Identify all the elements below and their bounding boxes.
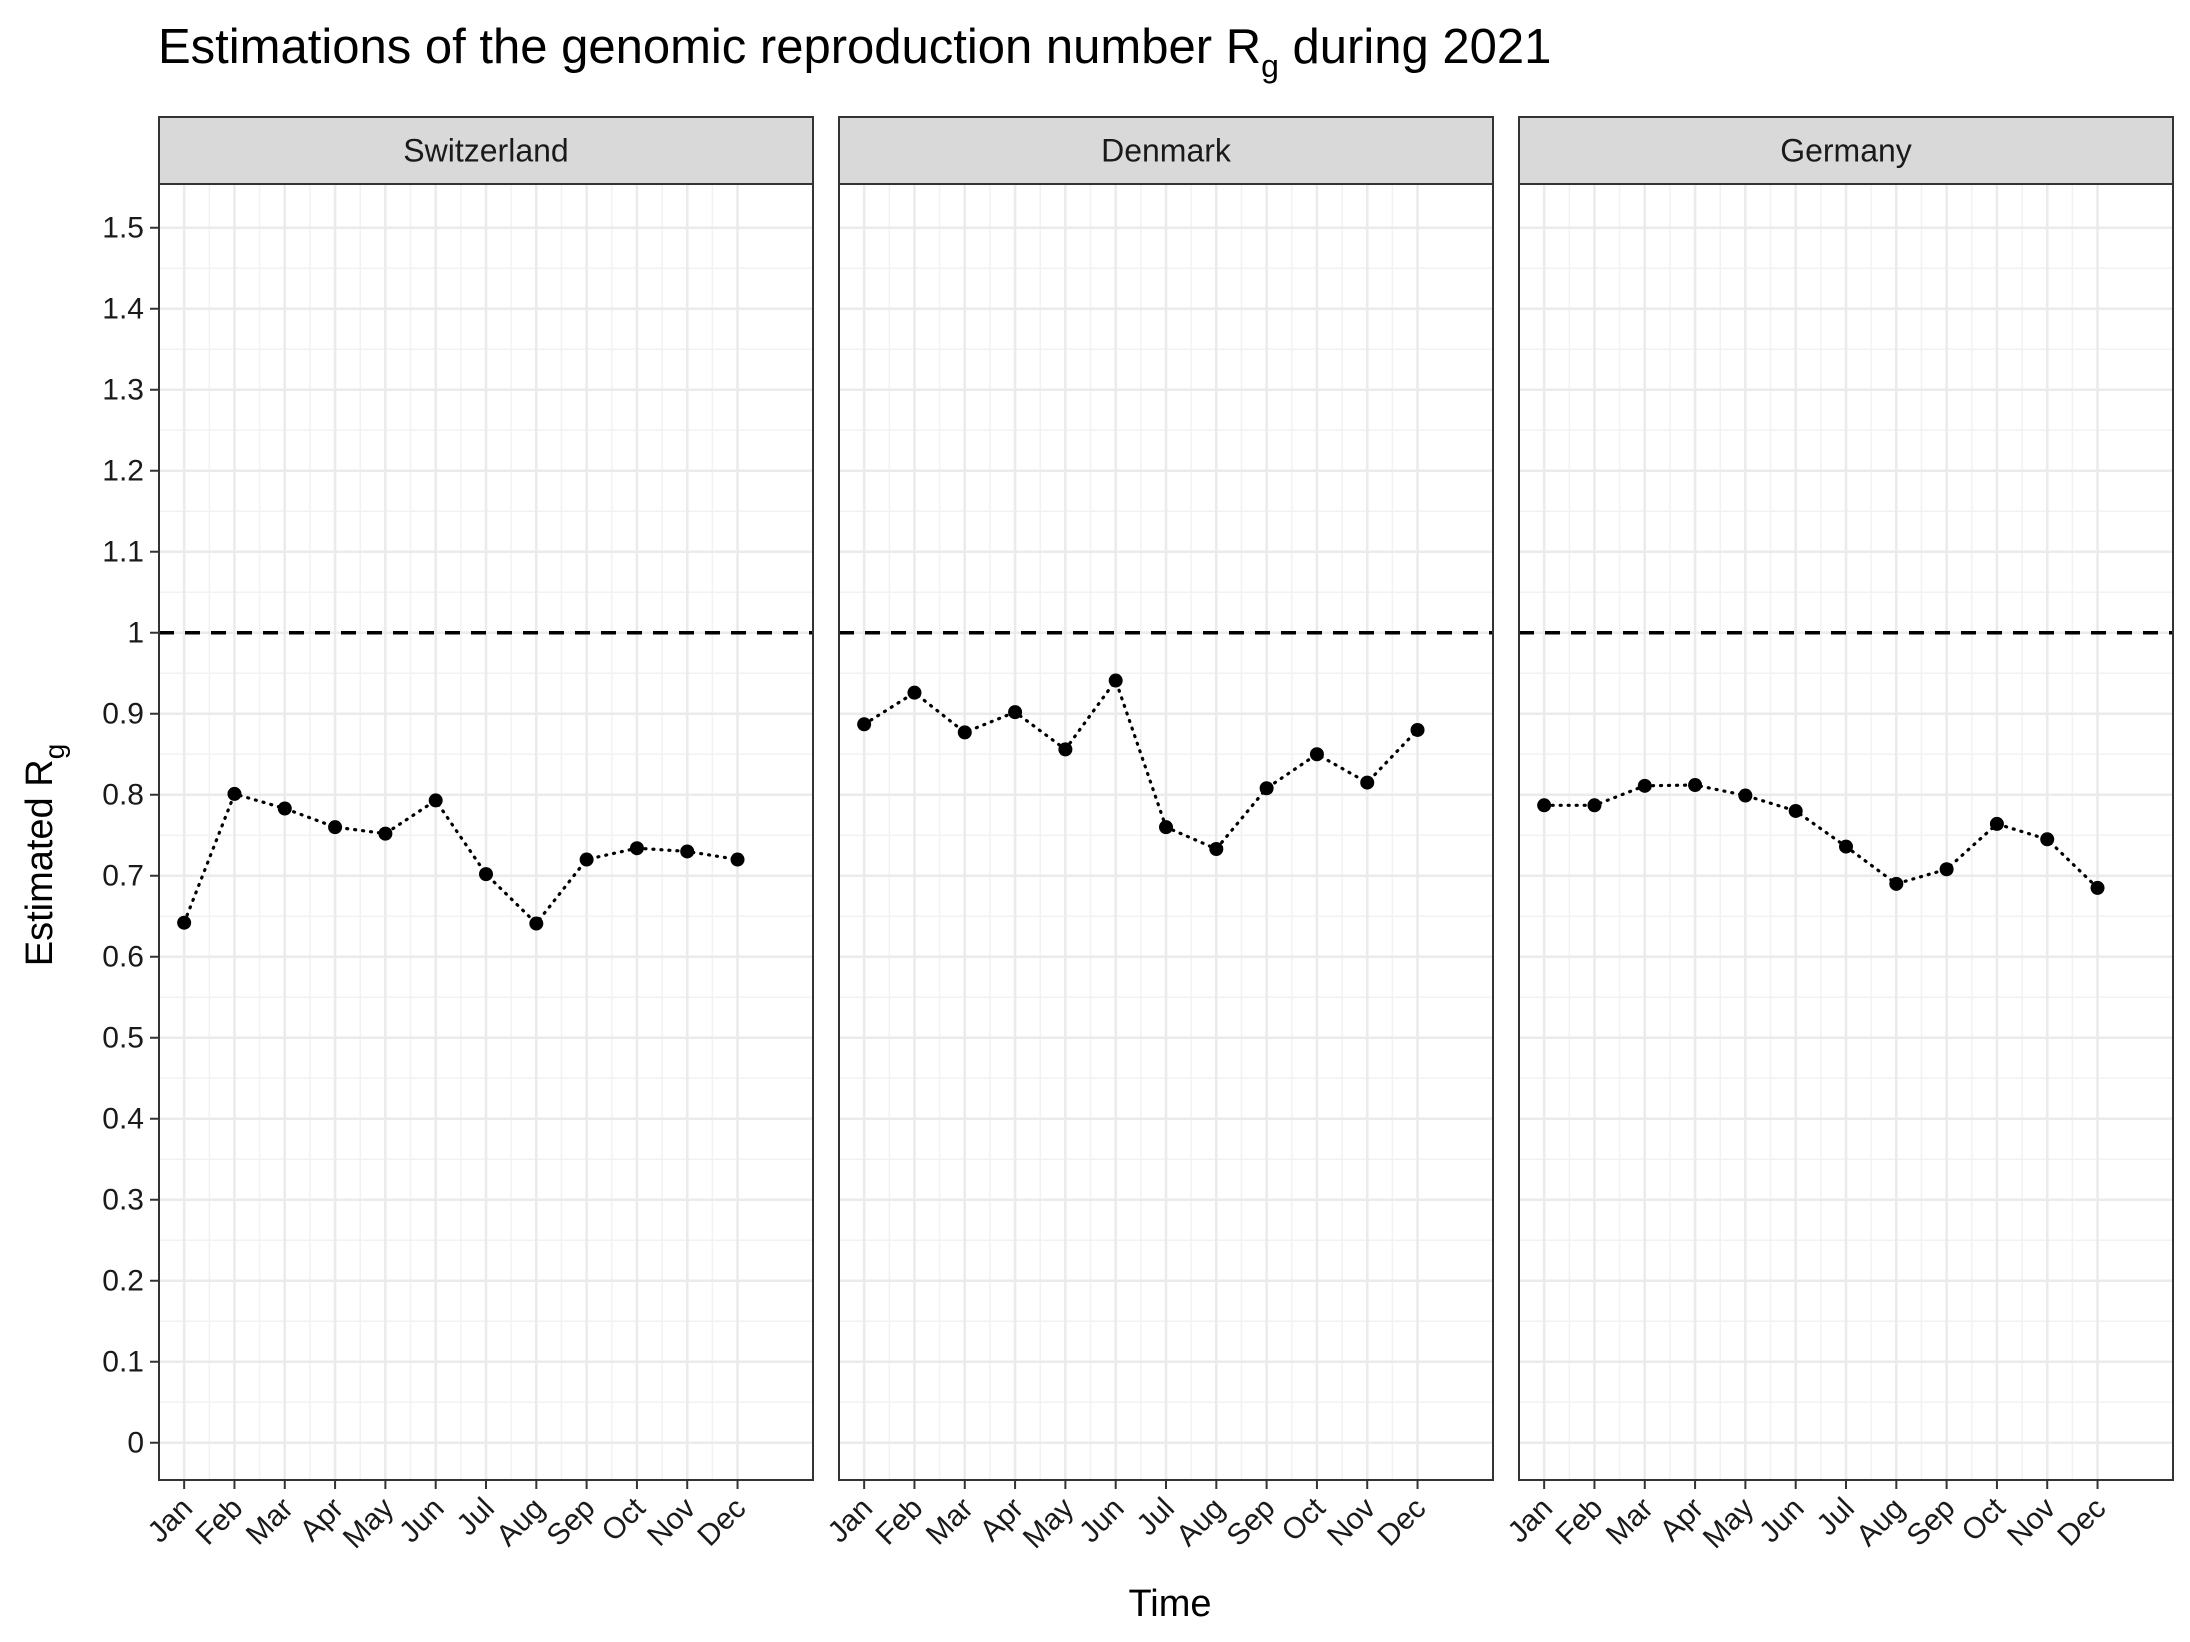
data-point [957, 725, 972, 740]
data-point [2040, 832, 2055, 847]
y-tick-label: 0 [127, 1427, 144, 1460]
chart-title: Estimations of the genomic reproduction … [158, 20, 1551, 88]
data-point [1587, 798, 1602, 813]
y-tick-label: 1.4 [102, 293, 144, 326]
data-point [1537, 798, 1552, 813]
data-point [428, 793, 443, 808]
y-tick-label: 0.7 [102, 860, 144, 893]
data-point [730, 852, 745, 867]
data-point [277, 801, 292, 816]
y-tick-label: 0.2 [102, 1265, 144, 1298]
data-point [1939, 862, 1954, 877]
data-point [177, 915, 192, 930]
data-point [1058, 742, 1073, 757]
data-point [1360, 775, 1375, 790]
y-tick-label: 1.2 [102, 455, 144, 488]
strip-background [158, 116, 814, 185]
strip-label: Denmark [1101, 133, 1232, 169]
data-point [1989, 816, 2004, 831]
y-axis-title: Estimated Rg [19, 744, 70, 967]
data-point [1309, 747, 1324, 762]
data-point [629, 841, 644, 856]
series-line [1542, 783, 2100, 890]
data-point [2090, 880, 2105, 895]
y-tick-label: 0.4 [102, 1103, 144, 1136]
data-point [1209, 842, 1224, 857]
data-point [1688, 778, 1703, 793]
y-tick-label: 1.3 [102, 374, 144, 407]
y-tick-label: 1 [127, 617, 144, 650]
strip-background [1518, 116, 2174, 185]
y-tick-label: 0.9 [102, 698, 144, 731]
data-point [227, 786, 242, 801]
data-point [1788, 803, 1803, 818]
data-point [907, 685, 922, 700]
data-point [1637, 778, 1652, 793]
data-point [378, 826, 393, 841]
y-tick-label: 0.3 [102, 1184, 144, 1217]
strip-background [838, 116, 1494, 185]
data-point [857, 717, 872, 732]
x-axis-title: Time [1128, 1583, 1211, 1625]
y-axis: 0 0.1 0.2 0.3 0.4 0.5 0.6 0.7 0.8 0.9 1 1.1 1.2 1.3 1.… [102, 212, 159, 1460]
data-point [1259, 781, 1274, 796]
data-point [680, 844, 695, 859]
y-tick-label: 0.1 [102, 1346, 144, 1379]
strip-label: Germany [1780, 133, 1912, 169]
y-tick-label: 0.5 [102, 1022, 144, 1055]
data-point [1008, 705, 1023, 720]
data-point [1108, 673, 1123, 688]
data-point [1738, 788, 1753, 803]
y-tick-label: 1.5 [102, 212, 144, 245]
data-point [1839, 839, 1853, 854]
data-point [1159, 820, 1173, 835]
data-point [1889, 876, 1904, 891]
data-point [529, 916, 544, 931]
data-point [579, 852, 594, 867]
data-point [328, 820, 343, 835]
y-tick-label: 0.6 [102, 941, 144, 974]
series-line [182, 791, 740, 926]
y-tick-label: 0.8 [102, 779, 144, 812]
data-point [479, 867, 493, 882]
strip-label: Switzerland [403, 133, 568, 169]
y-tick-label: 1.1 [102, 536, 144, 569]
series-line [862, 677, 1420, 851]
data-point [1410, 722, 1425, 737]
